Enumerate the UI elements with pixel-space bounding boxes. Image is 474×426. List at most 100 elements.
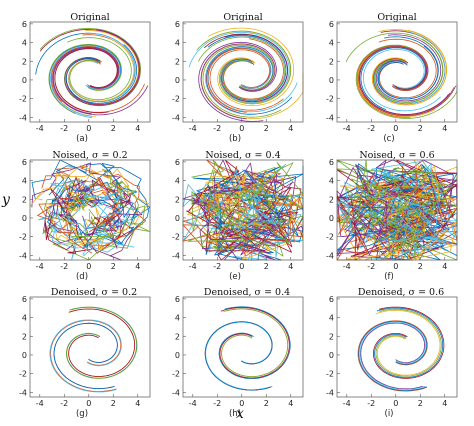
y-tick-label: 0 [175, 351, 180, 360]
series-line [64, 29, 141, 106]
plot-frame [29, 21, 151, 123]
series-line [44, 176, 131, 254]
x-tick-label: 0 [393, 399, 398, 408]
y-tick-label: 4 [329, 314, 334, 323]
y-tick-label: -4 [326, 388, 334, 397]
series-line [198, 36, 286, 101]
series-line [53, 322, 118, 390]
series-line [221, 308, 289, 378]
x-tick-label: -4 [189, 262, 197, 271]
x-tick-label: -2 [213, 399, 221, 408]
x-tick-label: 4 [288, 124, 293, 133]
series-line [54, 48, 118, 114]
subplot-e: -4 -2 0 2 4 -4 -2 0 2 4 6 Noised, σ = 0.4 (e) [172, 150, 304, 282]
y-tick-label: 4 [175, 39, 180, 48]
x-tick-label: -2 [213, 262, 221, 271]
y-tick-label: 0 [22, 214, 27, 223]
subplot-h: -4 -2 0 2 4 -4 -2 0 2 4 6 Denoised, σ = 0.4 (h) [172, 287, 304, 419]
y-tick-label: -4 [172, 388, 180, 397]
x-tick-label: -4 [36, 262, 44, 271]
series-line [357, 320, 428, 392]
y-tick-label: -4 [19, 388, 27, 397]
y-tick-label: 6 [22, 158, 27, 167]
y-tick-label: -2 [19, 95, 27, 104]
y-tick-label: 6 [22, 20, 27, 29]
series-line [375, 34, 442, 102]
series-line [377, 45, 439, 100]
subplot-f: -4 -2 0 2 4 -4 -2 0 2 4 6 Noised, σ = 0.6 (f) [326, 150, 458, 282]
x-tick-label: 4 [288, 399, 293, 408]
series-line [336, 160, 458, 261]
y-tick-label: 6 [175, 158, 180, 167]
x-tick-label: 0 [86, 399, 91, 408]
subplot-title: Original [223, 12, 262, 23]
x-tick-label: -2 [213, 124, 221, 133]
x-tick-label: -4 [343, 262, 351, 271]
x-tick-label: 0 [86, 262, 91, 271]
series-line [359, 321, 426, 390]
subplot-d: -4 -2 0 2 4 -4 -2 0 2 4 6 Noised, σ = 0.2 (d) [19, 150, 151, 282]
x-tick-label: 2 [111, 399, 116, 408]
x-tick-label: 4 [442, 399, 447, 408]
x-tick-label: 4 [288, 262, 293, 271]
y-tick-label: 2 [22, 57, 27, 66]
series-line [50, 319, 122, 392]
series-line [42, 180, 124, 261]
y-tick-label: 6 [329, 158, 334, 167]
subplot-title: Noised, σ = 0.6 [359, 150, 434, 161]
series-line [336, 159, 453, 260]
series-line [205, 47, 272, 116]
series-line [62, 173, 151, 249]
plot-frame [182, 21, 304, 123]
subplot-label: (g) [76, 409, 88, 419]
series-line [66, 44, 138, 104]
y-tick-label: 6 [175, 295, 180, 304]
y-tick-label: 4 [329, 177, 334, 186]
x-tick-label: 0 [239, 124, 244, 133]
subplot-b: -4 -2 0 2 4 -4 -2 0 2 4 6 Original (b) [172, 12, 304, 144]
series-line [218, 306, 291, 380]
y-tick-label: 4 [22, 314, 27, 323]
subplot-label: (h) [229, 409, 241, 419]
plot-frame [336, 21, 458, 123]
series-line [68, 308, 136, 377]
y-tick-label: 0 [329, 76, 334, 85]
subplot-title: Denoised, σ = 0.6 [358, 287, 444, 298]
series-line [378, 38, 437, 99]
series-line [55, 168, 146, 239]
x-tick-label: -4 [343, 124, 351, 133]
y-tick-label: -2 [172, 95, 180, 104]
x-tick-label: 2 [418, 262, 423, 271]
subplot-c: -4 -2 0 2 4 -4 -2 0 2 4 6 Original (c) [326, 12, 458, 144]
y-tick-label: 6 [329, 20, 334, 29]
subplot-g: -4 -2 0 2 4 -4 -2 0 2 4 6 Denoised, σ = 0.2 (g) [19, 287, 151, 419]
series-line [31, 162, 143, 249]
x-tick-label: -2 [60, 124, 68, 133]
series-line [339, 164, 450, 256]
series-line [202, 44, 282, 118]
x-tick-label: 4 [442, 262, 447, 271]
series-line [205, 165, 304, 256]
x-tick-label: 4 [135, 262, 140, 271]
y-tick-label: 2 [329, 57, 334, 66]
series-line [48, 162, 151, 250]
y-tick-label: -4 [19, 113, 27, 122]
subplot-i: -4 -2 0 2 4 -4 -2 0 2 4 6 Denoised, σ = 0.6 (i) [326, 287, 458, 419]
series-line [359, 46, 449, 115]
series-line [49, 319, 122, 393]
x-tick-label: 0 [239, 262, 244, 271]
y-tick-label: -4 [326, 251, 334, 260]
subplot-a: -4 -2 0 2 4 -4 -2 0 2 4 6 Original (a) [19, 12, 151, 144]
x-tick-label: 4 [135, 124, 140, 133]
series-line [345, 32, 443, 103]
series-line [187, 161, 304, 247]
x-tick-label: -4 [36, 124, 44, 133]
y-tick-label: -4 [172, 113, 180, 122]
series-line [186, 159, 304, 253]
subplot-label: (i) [385, 409, 394, 419]
series-line [192, 173, 304, 261]
y-tick-label: -4 [326, 113, 334, 122]
series-line [47, 179, 132, 243]
plot-frame [336, 159, 458, 261]
series-line [196, 30, 292, 105]
